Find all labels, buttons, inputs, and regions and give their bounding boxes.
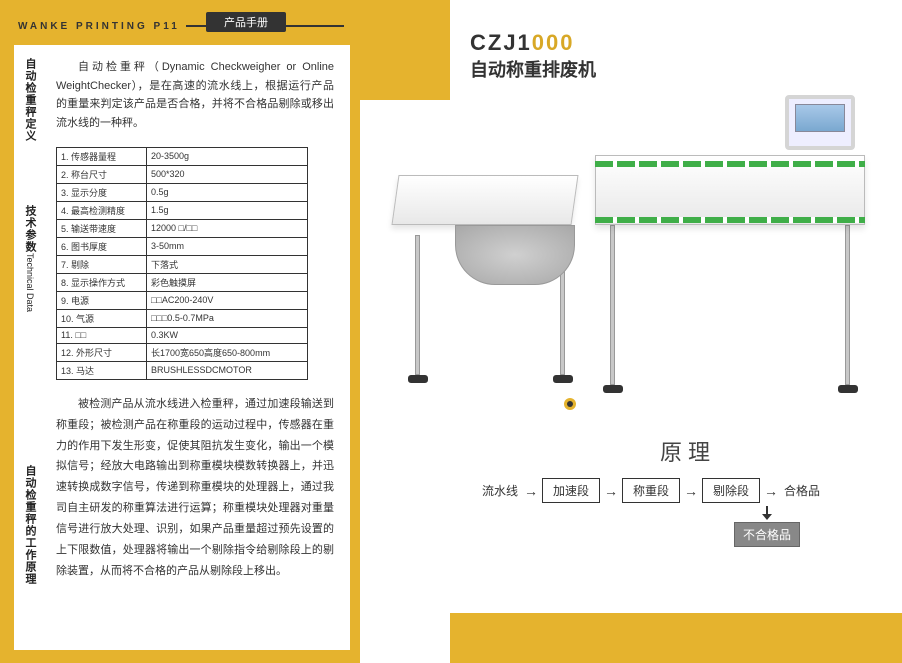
green-rail-top (595, 161, 865, 167)
arrow-icon: → (764, 484, 778, 498)
spec-value: 0.5g (147, 183, 308, 201)
spec-value: 下落式 (147, 255, 308, 273)
arrow-icon: → (604, 484, 618, 498)
table-row: 12. 外形尺寸长1700宽650高度650-800mm (57, 343, 308, 361)
arrow-icon: → (684, 484, 698, 498)
spec-value: 3-50mm (147, 237, 308, 255)
table-row: 3. 显示分度0.5g (57, 183, 308, 201)
flow-box-reject: 剔除段 (702, 478, 760, 503)
table-row: 1. 传感器量程20-3500g (57, 147, 308, 165)
bottom-right-yellow-strip (450, 613, 902, 663)
spec-key: 6. 图书厚度 (57, 237, 147, 255)
model-prefix: CZJ1 (470, 30, 532, 55)
content-column: 自动检重秤（Dynamic Checkweigher or Online Wei… (42, 58, 338, 582)
spec-value: BRUSHLESSDCMOTOR (147, 361, 308, 379)
spec-key: 7. 剔除 (57, 255, 147, 273)
spec-table: 1. 传感器量程20-3500g2. 称台尺寸500*3203. 显示分度0.5… (56, 147, 308, 380)
spec-key: 13. 马达 (57, 361, 147, 379)
table-row: 8. 显示操作方式彩色触摸屏 (57, 273, 308, 291)
intro-paragraph: 自动检重秤（Dynamic Checkweigher or Online Wei… (42, 58, 338, 133)
spec-key: 3. 显示分度 (57, 183, 147, 201)
spec-value: 12000 □/□□ (147, 219, 308, 237)
table-row: 13. 马达BRUSHLESSDCMOTOR (57, 361, 308, 379)
flow-diagram: 流水线 → 加速段 → 称重段 → 剔除段 → 合格品 不合格品 (480, 478, 880, 503)
spec-key: 2. 称台尺寸 (57, 165, 147, 183)
accent-dot-icon (564, 398, 576, 410)
header-bar: WANKE PRINTING P11 (14, 16, 350, 36)
spec-key: 11. □□ (57, 327, 147, 343)
spec-value: 1.5g (147, 201, 308, 219)
table-row: 7. 剔除下落式 (57, 255, 308, 273)
green-rail-bottom (595, 217, 865, 223)
table-row: 10. 气源□□□0.5-0.7MPa (57, 309, 308, 327)
spec-key: 9. 电源 (57, 291, 147, 309)
section-label-working: 自动检重秤的工作原理 (22, 465, 38, 585)
flow-row: 流水线 → 加速段 → 称重段 → 剔除段 → 合格品 (480, 478, 880, 503)
spec-value: □□AC200-240V (147, 291, 308, 309)
flow-end: 合格品 (782, 482, 822, 499)
flow-box-weigh: 称重段 (622, 478, 680, 503)
product-image (380, 65, 890, 405)
flow-start: 流水线 (480, 482, 520, 499)
table-row: 11. □□0.3KW (57, 327, 308, 343)
spec-key: 4. 最高检测精度 (57, 201, 147, 219)
spec-key: 12. 外形尺寸 (57, 343, 147, 361)
manual-badge: 产品手册 (206, 12, 286, 32)
principle-title: 原理 (660, 435, 716, 467)
section-label-tech: 技术参数Technical Data (22, 205, 38, 312)
model-suffix: 000 (532, 30, 575, 55)
flow-down-branch: 不合格品 (734, 506, 800, 547)
flow-box-accel: 加速段 (542, 478, 600, 503)
spec-value: 彩色触摸屏 (147, 273, 308, 291)
spec-key: 5. 输送带速度 (57, 219, 147, 237)
brand-text: WANKE PRINTING P11 (18, 21, 180, 32)
flow-reject-box: 不合格品 (734, 522, 800, 547)
section-label-definition: 自动检重秤定义 (22, 58, 38, 142)
spec-value: 20-3500g (147, 147, 308, 165)
conveyor-left (391, 175, 578, 225)
table-row: 2. 称台尺寸500*320 (57, 165, 308, 183)
table-row: 6. 图书厚度3-50mm (57, 237, 308, 255)
weigh-body (455, 225, 575, 285)
spec-value: 0.3KW (147, 327, 308, 343)
down-arrow-icon (762, 506, 772, 520)
touchscreen (785, 95, 855, 150)
table-row: 5. 输送带速度12000 □/□□ (57, 219, 308, 237)
spec-key: 1. 传感器量程 (57, 147, 147, 165)
spec-value: □□□0.5-0.7MPa (147, 309, 308, 327)
table-row: 4. 最高检测精度1.5g (57, 201, 308, 219)
tech-en: Technical Data (25, 253, 35, 312)
working-paragraph: 被检测产品从流水线进入检重秤，通过加速段输送到称重段；被检测产品在称重段的运动过… (42, 394, 338, 582)
spec-value: 长1700宽650高度650-800mm (147, 343, 308, 361)
product-model: CZJ1000 (470, 30, 596, 56)
arrow-icon: → (524, 484, 538, 498)
machine-illustration (395, 95, 875, 405)
table-row: 9. 电源□□AC200-240V (57, 291, 308, 309)
spec-value: 500*320 (147, 165, 308, 183)
spec-key: 10. 气源 (57, 309, 147, 327)
spec-key: 8. 显示操作方式 (57, 273, 147, 291)
tech-cn: 技术参数 (24, 205, 36, 253)
